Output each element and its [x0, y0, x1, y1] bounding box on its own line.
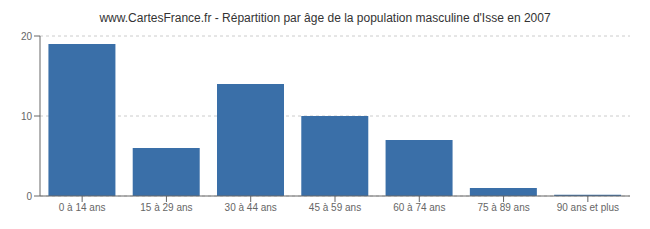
svg-text:20: 20: [21, 31, 33, 42]
svg-text:0: 0: [26, 191, 32, 202]
svg-text:30 à 44 ans: 30 à 44 ans: [225, 202, 277, 213]
svg-text:90 ans et plus: 90 ans et plus: [557, 202, 619, 213]
svg-text:60 à 74 ans: 60 à 74 ans: [393, 202, 445, 213]
html-text:www.CartesFrance.fr - Répartit: www.CartesFrance.fr - Répartition par âg…: [99, 11, 551, 25]
svg-text:10: 10: [21, 111, 33, 122]
svg-text:45 à 59 ans: 45 à 59 ans: [309, 202, 361, 213]
svg-text:0 à 14 ans: 0 à 14 ans: [59, 202, 106, 213]
svg-text:15 à 29 ans: 15 à 29 ans: [140, 202, 192, 213]
svg-text:75 à 89 ans: 75 à 89 ans: [477, 202, 529, 213]
